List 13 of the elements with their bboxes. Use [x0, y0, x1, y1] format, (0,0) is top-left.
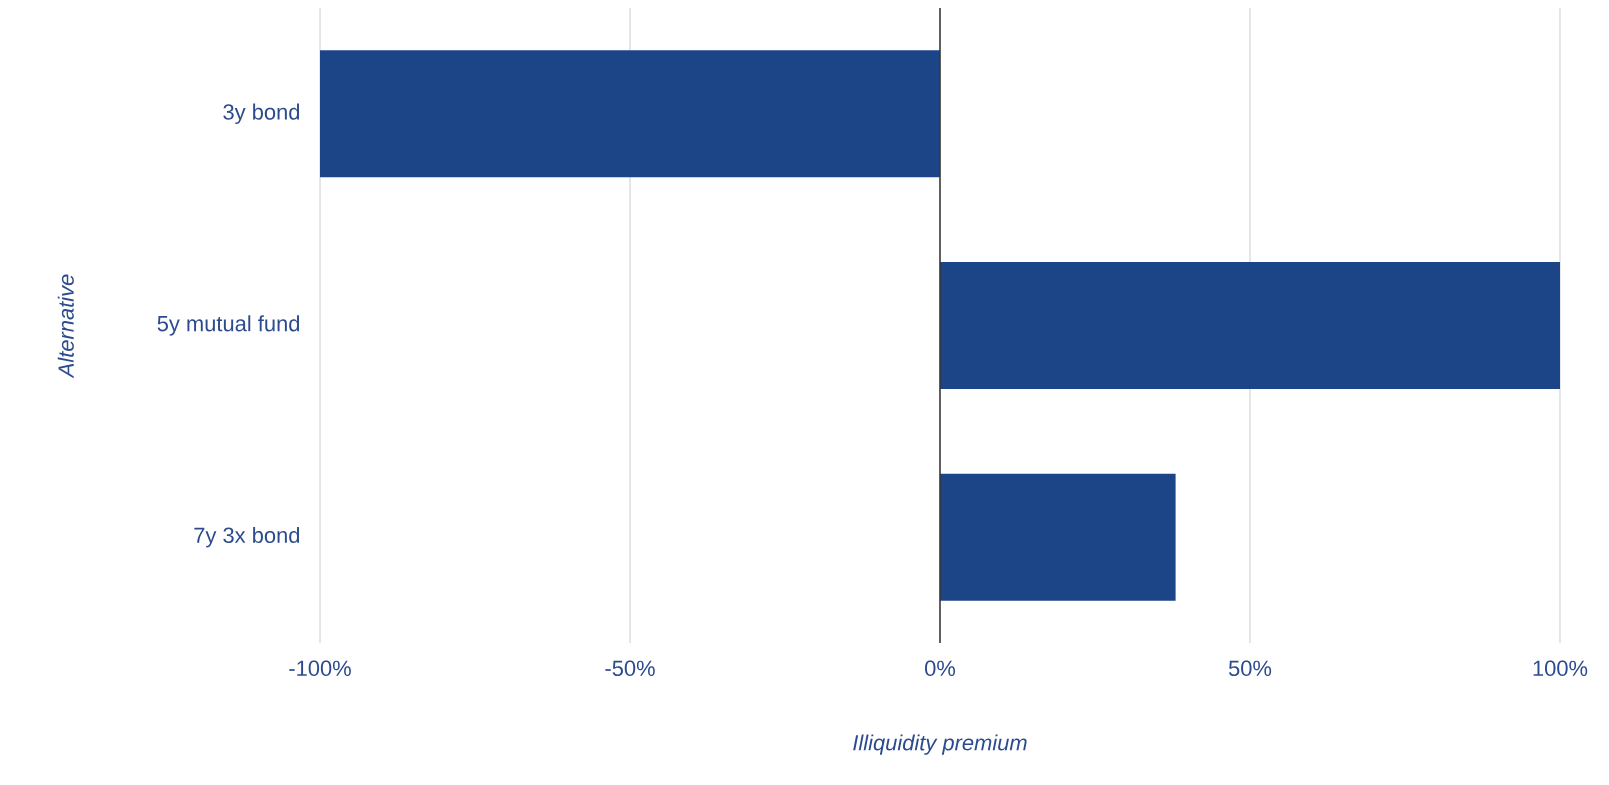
- x-tick-label: 50%: [1228, 660, 1272, 677]
- y-tick-label: 3y bond: [223, 103, 300, 125]
- y-tick-label: 5y mutual fund: [157, 315, 300, 336]
- x-tick-label: 100%: [1533, 660, 1588, 677]
- x-axis-title: Illiquidity premium: [853, 734, 1027, 755]
- x-tick-label: -100%: [289, 660, 351, 677]
- y-axis-title: Alternative: [57, 274, 74, 379]
- y-tick-label: 7y 3x bond: [194, 526, 300, 548]
- bar: [940, 473, 1176, 601]
- bar: [940, 262, 1560, 389]
- bar: [320, 50, 940, 178]
- x-tick-label: 0%: [925, 660, 956, 677]
- x-tick-label: -50%: [605, 660, 655, 677]
